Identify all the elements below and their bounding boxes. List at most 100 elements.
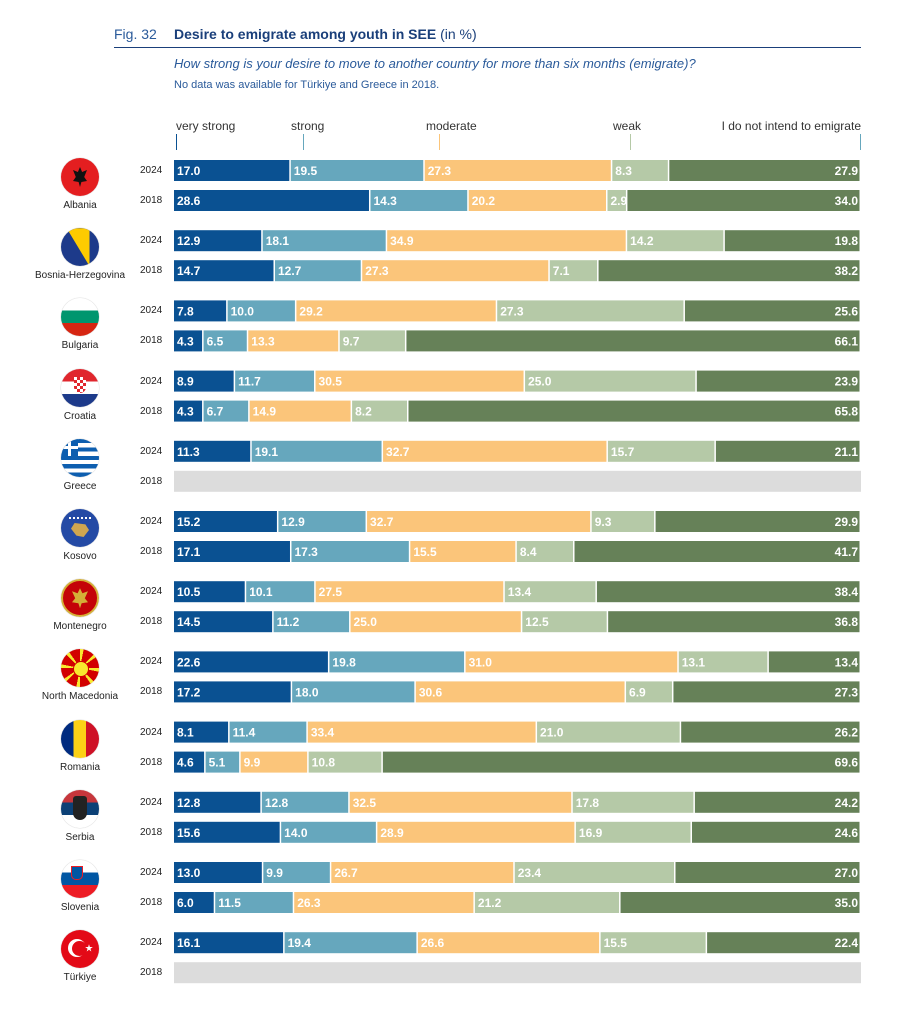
data-label-very-strong: 12.8: [177, 796, 201, 810]
legend-item-weak: weak: [613, 119, 642, 133]
data-label-weak: 27.3: [500, 304, 524, 318]
country-name: Romania: [59, 761, 101, 773]
bar-segment-weak: [474, 892, 620, 913]
bar-no-data: [174, 962, 861, 984]
bar-segment-very-strong: [174, 190, 369, 211]
data-label-very-strong: 28.6: [177, 194, 201, 208]
bar-segment-very-strong: [174, 821, 280, 843]
bar-no-data: [174, 470, 861, 492]
data-label-weak: 10.8: [312, 756, 336, 770]
data-label-strong: 11.2: [277, 615, 300, 629]
chart-title-text: Desire to emigrate among youth in SEE: [174, 26, 437, 42]
data-label-moderate: 20.2: [472, 194, 496, 208]
data-label-strong: 18.0: [295, 685, 319, 699]
romania-flag-icon: [61, 719, 99, 758]
bar-segment-moderate: [387, 230, 626, 252]
bar-segment-strong: [278, 511, 366, 532]
data-label-moderate: 30.6: [419, 685, 443, 699]
bar-segment-very-strong: [174, 511, 277, 532]
bar-segment-no-intent: [707, 932, 860, 954]
data-label-weak: 14.2: [630, 234, 654, 248]
data-label-very-strong: 8.1: [177, 726, 194, 740]
data-label-weak: 6.9: [629, 685, 646, 699]
data-label-strong: 12.9: [281, 515, 305, 529]
bar-segment-moderate: [315, 581, 504, 603]
bar-segment-moderate: [417, 932, 600, 954]
bar-segment-no-intent: [608, 611, 860, 633]
year-label: 2018: [140, 756, 163, 768]
legend-tick-no-intent: [860, 134, 861, 150]
data-label-weak: 7.1: [553, 264, 570, 278]
bulgaria-flag-icon: [61, 298, 99, 337]
chart-subtitle: How strong is your desire to move to ano…: [174, 56, 696, 71]
data-label-moderate: 31.0: [469, 655, 493, 669]
bar-segment-strong: [262, 230, 386, 252]
albania-flag-icon: [61, 158, 99, 196]
year-label: 2024: [140, 165, 163, 176]
data-label-moderate: 27.3: [365, 264, 389, 278]
bar-segment-strong: [329, 651, 465, 673]
bar-segment-very-strong: [174, 932, 284, 954]
bar-segment-strong: [227, 300, 295, 322]
data-label-strong: 5.1: [209, 756, 226, 770]
bar-segment-moderate: [424, 160, 611, 181]
chart-title: Desire to emigrate among youth in SEE (i…: [174, 26, 477, 42]
data-label-no-intent: 24.2: [835, 796, 859, 810]
data-label-no-intent: 25.6: [835, 304, 859, 318]
year-label: 2024: [140, 235, 163, 247]
data-label-no-intent: 29.9: [835, 515, 859, 529]
data-label-very-strong: 6.0: [177, 896, 194, 910]
bar-segment-no-intent: [669, 160, 860, 181]
bar-segment-no-intent: [574, 541, 860, 562]
data-label-no-intent: 34.0: [835, 194, 859, 208]
data-label-moderate: 9.9: [244, 756, 261, 770]
year-label: 2018: [140, 195, 163, 206]
data-label-very-strong: 16.1: [177, 936, 201, 950]
bar-segment-weak: [678, 651, 768, 673]
data-label-moderate: 26.7: [334, 866, 358, 880]
data-label-weak: 2.9: [610, 194, 627, 208]
bar-segment-strong: [229, 721, 307, 743]
data-label-very-strong: 22.6: [177, 655, 201, 669]
data-label-strong: 6.5: [207, 334, 224, 348]
country-name: Kosovo: [63, 551, 97, 562]
bar-segment-no-intent: [724, 230, 860, 252]
year-label: 2024: [140, 305, 163, 317]
data-label-moderate: 14.9: [253, 405, 277, 419]
data-label-very-strong: 15.2: [177, 515, 201, 529]
bar-segment-weak: [537, 721, 680, 743]
bar-segment-very-strong: [174, 892, 214, 913]
country-croatia: Croatia: [20, 368, 140, 422]
bar-segment-very-strong: [174, 400, 203, 422]
data-label-no-intent: 41.7: [835, 545, 859, 559]
data-label-moderate: 32.7: [386, 445, 410, 459]
bar-segment-strong: [284, 932, 417, 954]
bar-segment-weak: [549, 260, 598, 282]
year-label: 2024: [140, 586, 163, 598]
data-label-weak: 8.2: [355, 405, 372, 419]
data-label-moderate: 33.4: [311, 726, 335, 740]
bar-segment-very-strong: [174, 681, 291, 703]
bar-segment-moderate: [383, 440, 607, 462]
data-label-strong: 19.1: [255, 445, 279, 459]
bar-segment-moderate: [296, 300, 496, 322]
legend-item-no-intent: I do not intend to emigrate: [721, 119, 861, 133]
data-label-no-intent: 23.9: [835, 375, 859, 389]
data-label-very-strong: 15.6: [177, 826, 201, 840]
data-label-strong: 19.5: [294, 164, 318, 178]
data-label-weak: 25.0: [528, 375, 552, 389]
bar-segment-very-strong: [174, 370, 234, 392]
data-label-very-strong: 4.6: [177, 756, 194, 770]
bar-segment-no-intent: [620, 892, 860, 913]
title-divider: [114, 47, 861, 48]
country-albania: Albania: [20, 158, 140, 211]
data-label-weak: 8.4: [520, 545, 537, 559]
bar-segment-very-strong: [174, 260, 274, 282]
bar-segment-very-strong: [174, 791, 261, 813]
bar-segment-weak: [352, 400, 408, 422]
bar-segment-weak: [497, 300, 684, 322]
data-label-no-intent: 65.8: [835, 405, 859, 419]
data-label-strong: 12.8: [265, 796, 289, 810]
bar-segment-moderate: [240, 751, 308, 773]
